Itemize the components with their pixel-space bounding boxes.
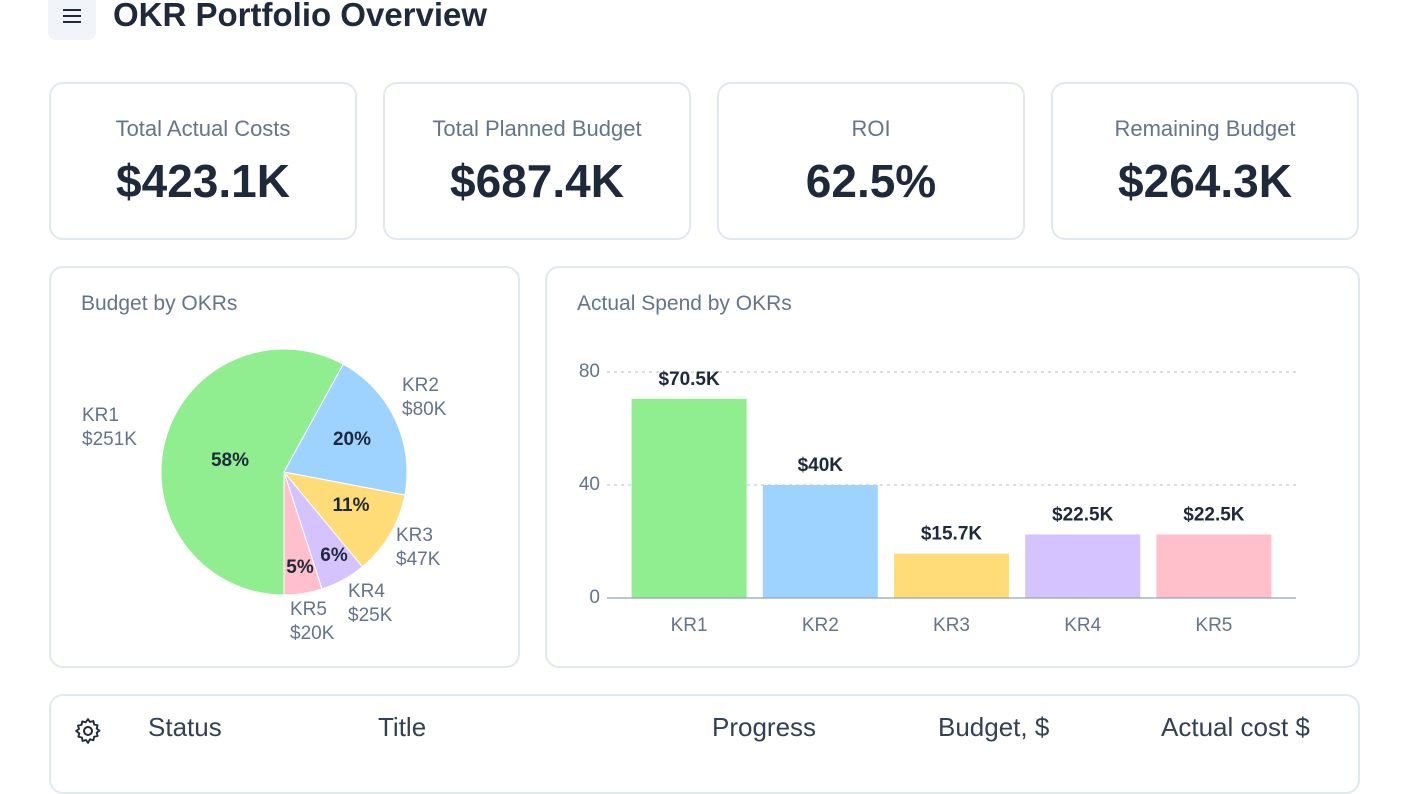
slice-label: KR3: [396, 525, 433, 546]
column-header[interactable]: Title: [378, 712, 427, 742]
pie-slice: [282, 471, 406, 568]
table-card: [49, 694, 1360, 794]
y-tick-label: 40: [579, 474, 600, 495]
slice-label: KR5: [290, 599, 327, 620]
bar: [631, 398, 747, 598]
slice-label: KR1: [82, 405, 119, 426]
y-tick-label: 0: [589, 587, 600, 608]
bar: [1025, 534, 1141, 598]
kpi-label: Total Actual Costs: [115, 116, 291, 141]
column-header[interactable]: Status: [148, 712, 222, 742]
chart-title: Actual Spend by OKRs: [577, 292, 792, 315]
pie-slice: [283, 471, 323, 596]
page: {"header": {"title": "OKR Portfolio Over…: [48, 0, 1360, 794]
kpi-value: $687.4K: [450, 155, 624, 207]
bar-value-label: $40K: [798, 455, 844, 476]
settings-icon[interactable]: [73, 716, 103, 746]
x-tick-label: KR2: [802, 615, 839, 636]
bar-value-label: $70.5K: [658, 369, 720, 390]
slice-percent: 20%: [333, 429, 371, 450]
slice-amount: $25K: [348, 605, 393, 626]
column-header[interactable]: Budget, $: [938, 712, 1050, 742]
chart-title: Budget by OKRs: [81, 292, 238, 315]
x-tick-label: KR5: [1195, 615, 1232, 636]
slice-amount: $251K: [82, 429, 137, 450]
bar: [894, 553, 1009, 598]
menu-button[interactable]: [48, 0, 96, 40]
kpi-card: Total Actual Costs $423.1K: [49, 82, 357, 240]
bar-value-label: $15.7K: [921, 524, 983, 545]
y-tick-label: 80: [579, 361, 600, 382]
pie-slice: [283, 363, 408, 496]
x-tick-label: KR4: [1064, 615, 1101, 636]
slice-percent: 11%: [333, 495, 370, 516]
kpi-card: Remaining Budget $264.3K: [1051, 82, 1359, 240]
slice-percent: 5%: [286, 557, 314, 578]
slice-amount: $20K: [290, 623, 335, 644]
slice-percent: 6%: [320, 545, 348, 566]
column-header[interactable]: Progress: [712, 712, 817, 742]
pie-slice: [160, 348, 344, 596]
charts: 58%KR1$251K 20%KR2$80K11%KR3$47K6%KR4$25K…: [82, 348, 1296, 644]
bar-value-label: $22.5K: [1183, 504, 1245, 525]
bar-value-label: $22.5K: [1052, 504, 1114, 525]
bar: [762, 485, 878, 598]
kpi-value: $423.1K: [116, 155, 290, 207]
bar: [1156, 534, 1272, 598]
kpi-card: Total Planned Budget $687.4K: [383, 82, 691, 240]
slice-label: KR4: [348, 581, 385, 602]
column-header[interactable]: Actual cost $: [1161, 712, 1310, 742]
kpi-label: Remaining Budget: [1114, 116, 1296, 141]
kpi-label: Total Planned Budget: [432, 116, 642, 141]
x-tick-label: KR3: [933, 615, 970, 636]
slice-label: KR2: [402, 375, 439, 396]
kpi-label: ROI: [851, 116, 891, 141]
page-title: OKR Portfolio Overview: [113, 0, 488, 33]
x-tick-label: KR1: [671, 615, 708, 636]
slice-amount: $47K: [396, 549, 441, 570]
slice-amount: $80K: [402, 399, 447, 420]
slice-percent: 58%: [211, 450, 249, 471]
kpi-value: $264.3K: [1118, 155, 1292, 207]
kpi-card: ROI 62.5%: [717, 82, 1025, 240]
kpi-value: 62.5%: [805, 155, 937, 207]
